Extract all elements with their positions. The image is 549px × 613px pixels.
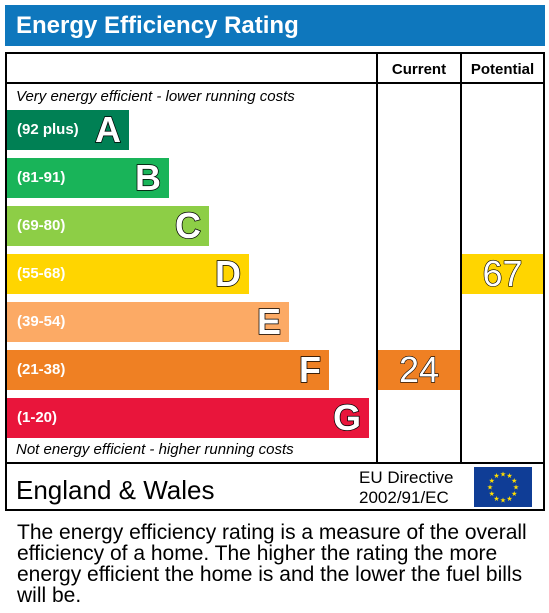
eu-star: ★ (506, 472, 512, 480)
bottom-note: Not energy efficient - higher running co… (16, 441, 294, 458)
band-range-label: (55-68) (17, 265, 66, 282)
eu-star: ★ (489, 490, 495, 498)
band-d: (55-68) D (7, 254, 249, 294)
eu-star: ★ (500, 497, 506, 505)
region-label: England & Wales (16, 475, 215, 505)
potential-rating-value: 67 (482, 253, 523, 294)
band-letter: D (214, 253, 242, 294)
directive-line-1: EU Directive (359, 468, 454, 487)
band-letter: F (298, 349, 322, 390)
current-rating-arrow: 24 (378, 349, 460, 390)
eu-star: ★ (500, 471, 506, 479)
potential-column-header: Potential (470, 61, 535, 78)
rating-chart: Current Potential Very energy efficient … (5, 52, 545, 511)
eu-star: ★ (493, 495, 499, 503)
band-letter: E (256, 301, 282, 342)
eu-star: ★ (493, 472, 499, 480)
band-c: (69-80) C (7, 206, 209, 246)
band-letter: B (134, 157, 162, 198)
band-range-label: (1-20) (17, 409, 58, 426)
band-letter: G (332, 397, 362, 438)
header-row-divider (7, 82, 543, 84)
eu-star: ★ (513, 484, 519, 492)
top-note: Very energy efficient - lower running co… (16, 88, 295, 105)
potential-column-divider (460, 54, 462, 464)
title-bar: Energy Efficiency Rating (5, 5, 545, 46)
current-rating-value: 24 (398, 349, 440, 390)
eu-flag-icon: ★ ★ ★ ★ ★ ★ ★ ★ ★ ★ ★ ★ (474, 467, 532, 507)
page-title: Energy Efficiency Rating (16, 12, 299, 39)
band-range-label: (39-54) (17, 313, 66, 330)
eu-star: ★ (487, 484, 493, 492)
band-range-label: (21-38) (17, 361, 66, 378)
potential-rating-arrow: 67 (462, 253, 543, 294)
eu-star: ★ (511, 477, 517, 485)
band-a: (92 plus) A (7, 110, 129, 150)
caption: The energy efficiency rating is a measur… (17, 521, 527, 607)
eu-star: ★ (489, 477, 495, 485)
eu-star: ★ (511, 490, 517, 498)
band-b: (81-91) B (7, 158, 169, 198)
band-range-label: (69-80) (17, 217, 66, 234)
directive-line-2: 2002/91/EC (359, 488, 449, 507)
footer-row-divider (7, 462, 543, 464)
band-e: (39-54) E (7, 302, 289, 342)
band-range-label: (81-91) (17, 169, 66, 186)
eu-directive: EU Directive 2002/91/EC (359, 468, 453, 508)
current-column-header: Current (391, 61, 447, 78)
band-letter: C (174, 205, 202, 246)
current-column-divider (376, 54, 378, 464)
eu-star: ★ (506, 495, 512, 503)
band-f: (21-38) F (7, 350, 329, 390)
band-g: (1-20) G (7, 398, 369, 438)
band-range-label: (92 plus) (17, 121, 79, 138)
band-letter: A (94, 109, 122, 150)
